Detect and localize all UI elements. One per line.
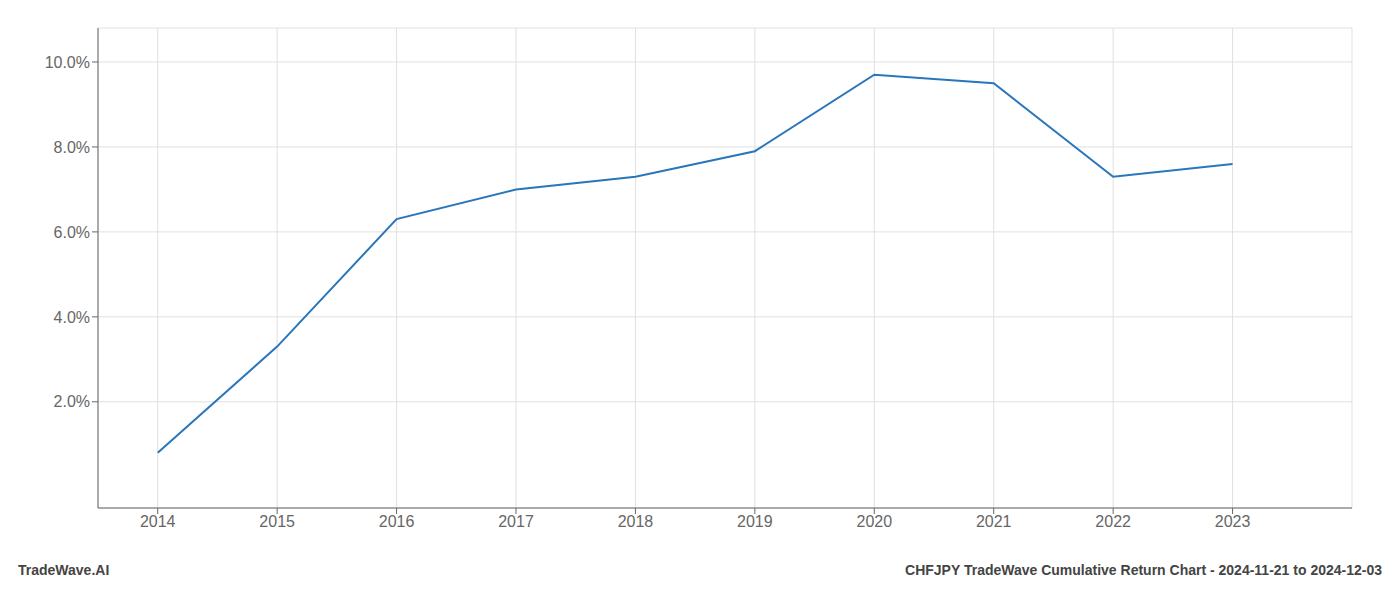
svg-text:4.0%: 4.0% <box>54 309 90 326</box>
svg-text:2014: 2014 <box>140 513 176 530</box>
svg-text:2021: 2021 <box>976 513 1012 530</box>
html-text:CHFJPY TradeWave Cumulative Re: CHFJPY TradeWave Cumulative Return Chart… <box>905 562 1382 578</box>
svg-text:2023: 2023 <box>1215 513 1251 530</box>
svg-text:6.0%: 6.0% <box>54 224 90 241</box>
svg-text:8.0%: 8.0% <box>54 139 90 156</box>
svg-text:2015: 2015 <box>259 513 295 530</box>
svg-text:2018: 2018 <box>618 513 654 530</box>
html-text:TradeWave.AI: TradeWave.AI <box>18 562 110 578</box>
svg-text:10.0%: 10.0% <box>45 54 90 71</box>
svg-text:2016: 2016 <box>379 513 415 530</box>
svg-text:2.0%: 2.0% <box>54 393 90 410</box>
svg-text:2019: 2019 <box>737 513 773 530</box>
svg-text:2020: 2020 <box>856 513 892 530</box>
svg-text:2017: 2017 <box>498 513 534 530</box>
svg-text:2022: 2022 <box>1095 513 1131 530</box>
